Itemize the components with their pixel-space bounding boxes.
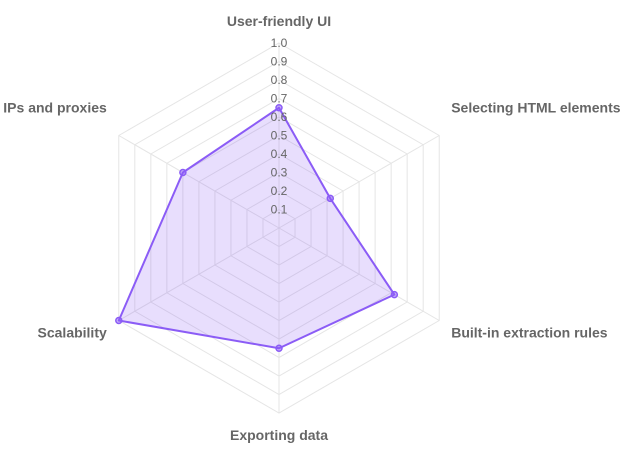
axis-spoke-3 — [278, 227, 440, 321]
tick-label-1: 0.1 — [271, 203, 288, 217]
tick-label-10: 1.0 — [271, 36, 288, 50]
label-layer: User-friendly UI Selecting HTML elements B… — [3, 13, 620, 443]
data-point-2[interactable] — [326, 194, 335, 203]
tick-label-3: 0.3 — [271, 166, 288, 180]
data-point-1[interactable] — [275, 104, 283, 112]
grid-layer — [118, 42, 440, 414]
tick-label-8: 0.8 — [271, 73, 288, 87]
axis-label-6: IPs and proxies — [3, 100, 107, 116]
series-area-1 — [117, 106, 396, 350]
axis-label-3: Built-in extraction rules — [451, 325, 608, 341]
series-layer — [115, 104, 399, 352]
tick-label-5: 0.5 — [271, 129, 288, 143]
tick-label-9: 0.9 — [271, 55, 288, 69]
data-point-4[interactable] — [275, 344, 283, 352]
axis-label-2: Selecting HTML elements — [451, 100, 621, 116]
tick-label-6: 0.6 — [271, 110, 288, 124]
data-point-6[interactable] — [179, 168, 187, 177]
tick-label-7: 0.7 — [271, 92, 288, 106]
axis-spoke-6 — [118, 135, 280, 229]
tick-label-2: 0.2 — [271, 184, 288, 198]
axis-spoke-5 — [118, 227, 280, 321]
tick-label-4: 0.4 — [271, 147, 288, 161]
axis-label-4: Exporting data — [230, 427, 328, 443]
axis-label-1: User-friendly UI — [227, 13, 331, 29]
axis-label-5: Scalability — [38, 325, 107, 341]
data-point-5[interactable] — [115, 316, 123, 325]
tick-layer: 0.1 0.2 0.3 0.4 0.5 0.6 0.7 0.8 0.9 1.0 — [271, 36, 288, 217]
data-point-3[interactable] — [390, 290, 399, 299]
axis-spoke-2 — [278, 135, 440, 229]
